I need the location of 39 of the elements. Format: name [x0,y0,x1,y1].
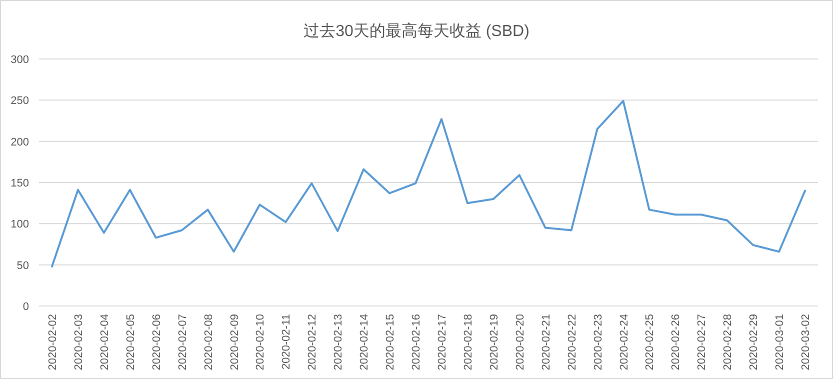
y-tick-label: 100 [10,218,29,231]
x-tick-label: 2020-02-24 [618,314,630,370]
x-tick-label: 2020-02-11 [280,314,293,370]
x-tick-label: 2020-02-14 [358,314,371,370]
x-tick-label: 2020-02-15 [384,314,397,370]
x-tick-label: 2020-02-08 [202,314,215,370]
y-tick-label: 250 [10,95,29,108]
y-tick-label: 0 [22,301,29,313]
y-tick-label: 300 [10,54,29,66]
x-tick-label: 2020-02-20 [514,314,526,370]
line-series [50,100,806,268]
x-tick-label: 2020-02-27 [696,314,708,370]
x-tick-label: 2020-02-25 [644,314,656,370]
x-tick-label: 2020-02-10 [254,314,267,370]
x-tick-label: 2020-02-02 [46,314,59,370]
x-tick-label: 2020-02-16 [410,314,423,370]
x-tick-label: 2020-03-01 [774,314,786,370]
x-tick-label: 2020-02-06 [150,314,163,370]
x-tick-label: 2020-02-26 [670,314,682,370]
x-tick-label: 2020-02-05 [124,314,137,370]
y-tick-label: 150 [10,178,29,190]
x-tick-label: 2020-02-22 [566,314,578,370]
y-tick-label: 200 [10,136,29,148]
x-tick-label: 2020-02-18 [462,314,474,370]
x-tick-label: 2020-02-19 [488,314,500,370]
x-tick-label: 2020-02-07 [176,314,189,370]
x-tick-label: 2020-02-13 [332,314,345,370]
x-tick-label: 2020-02-03 [72,314,85,370]
x-tick-label: 2020-02-04 [98,314,111,370]
y-tick-label: 50 [16,260,29,272]
x-tick-label: 2020-02-09 [228,314,241,370]
x-tick-label: 2020-02-29 [748,314,760,370]
x-tick-label: 2020-02-23 [592,314,604,370]
x-tick-label: 2020-03-02 [800,314,812,370]
x-tick-label: 2020-02-28 [722,314,734,370]
chart-title: 过去30天的最高每天收益 (SBD) [304,22,530,40]
x-tick-label: 2020-02-17 [436,314,448,370]
x-tick-label: 2020-02-12 [306,314,319,370]
x-tick-label: 2020-02-21 [540,314,552,370]
